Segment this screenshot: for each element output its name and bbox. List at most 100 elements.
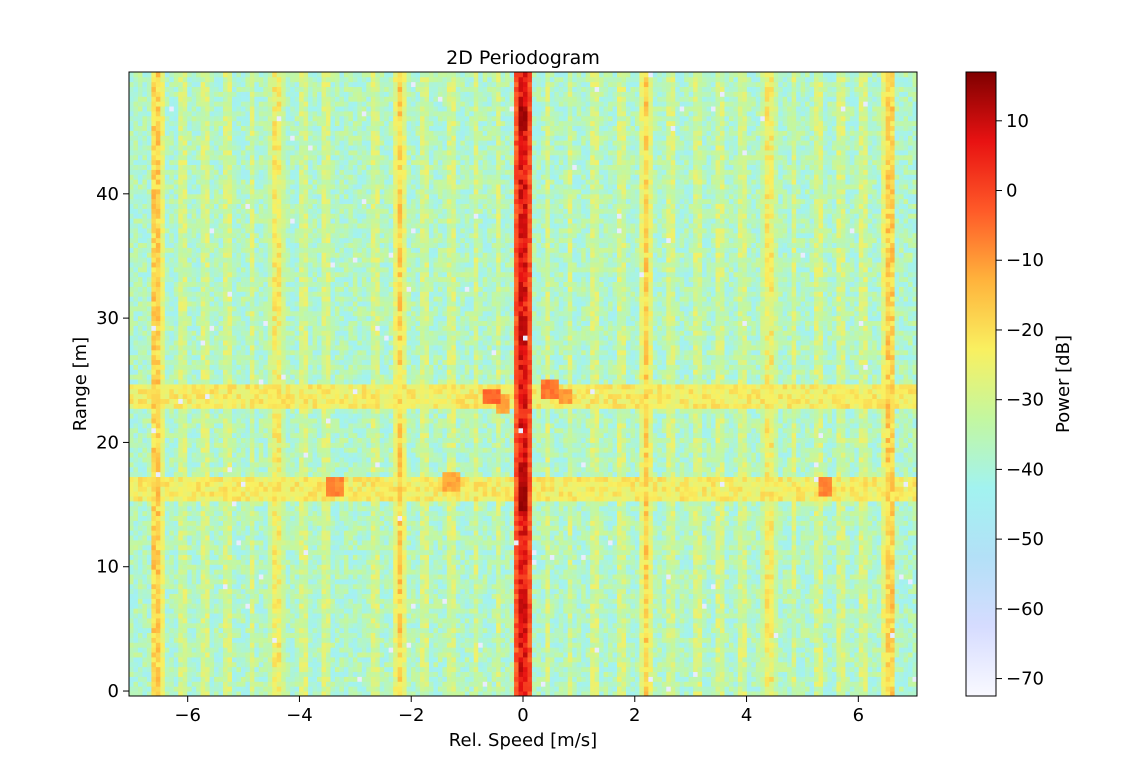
heatmap-cell: [675, 569, 681, 575]
heatmap-cell: [281, 691, 287, 697]
heatmap-cell: [496, 574, 502, 580]
heatmap-cell: [531, 666, 537, 673]
heatmap-cell: [572, 569, 578, 575]
heatmap-cell: [702, 574, 707, 580]
heatmap-cell: [437, 608, 443, 614]
heatmap-cell: [334, 588, 340, 595]
heatmap-cell: [666, 622, 672, 629]
heatmap-cell: [724, 671, 730, 677]
heatmap-cell: [572, 637, 578, 643]
heatmap-cell: [231, 632, 237, 638]
heatmap-cell: [585, 608, 591, 614]
heatmap-cell: [321, 603, 327, 609]
heatmap-cell: [276, 559, 282, 565]
heatmap-cell: [133, 666, 139, 673]
heatmap-cell: [370, 627, 376, 634]
heatmap-cell: [415, 671, 421, 677]
heatmap-cell: [446, 637, 452, 643]
heatmap-cell: [263, 598, 269, 604]
heatmap-cell: [787, 642, 793, 648]
heatmap-cell: [715, 564, 721, 570]
heatmap-cell: [621, 652, 627, 658]
heatmap-cell: [326, 569, 331, 575]
heatmap-cell: [612, 681, 618, 687]
heatmap-cell: [393, 691, 399, 697]
heatmap-cell: [294, 622, 300, 629]
heatmap-cell: [849, 574, 855, 580]
heatmap-cell: [370, 574, 376, 580]
heatmap-cell: [661, 661, 667, 668]
heatmap-cell: [428, 642, 434, 648]
heatmap-cell: [205, 666, 210, 673]
heatmap-cell: [769, 666, 775, 673]
heatmap-cell: [339, 637, 345, 643]
heatmap-cell: [460, 691, 466, 697]
heatmap-cell: [460, 647, 466, 653]
heatmap-cell: [809, 574, 815, 580]
heatmap-cell: [281, 569, 287, 575]
heatmap-cell: [151, 564, 157, 570]
heatmap-cell: [178, 681, 184, 687]
heatmap-cell: [433, 588, 439, 595]
heatmap-cell: [303, 603, 309, 609]
heatmap-cell: [290, 579, 296, 585]
heatmap-cell: [800, 647, 806, 653]
heatmap-cell: [702, 559, 707, 565]
heatmap-cell: [240, 661, 246, 668]
heatmap-cell: [437, 574, 443, 580]
heatmap-cell: [160, 593, 166, 599]
heatmap-cell: [590, 579, 596, 585]
heatmap-cell: [285, 588, 291, 595]
heatmap-cell: [720, 691, 725, 697]
heatmap-cell: [518, 681, 524, 687]
heatmap-cell: [612, 652, 618, 658]
heatmap-cell: [312, 627, 318, 634]
heatmap-cell: [831, 671, 837, 677]
heatmap-cell: [334, 613, 340, 619]
heatmap-cell: [160, 559, 166, 565]
heatmap-cell: [639, 681, 645, 687]
heatmap-cell: [567, 603, 573, 609]
heatmap-cell: [505, 642, 510, 648]
heatmap-cell: [151, 647, 157, 653]
heatmap-cell: [652, 603, 658, 609]
heatmap-cell: [706, 671, 712, 677]
heatmap-cell: [348, 608, 354, 614]
heatmap-cell: [697, 579, 703, 585]
heatmap-cell: [746, 583, 752, 590]
heatmap-cell: [272, 559, 278, 565]
heatmap-cell: [137, 569, 143, 575]
heatmap-cell: [308, 657, 313, 663]
heatmap-cell: [231, 652, 237, 658]
heatmap-cell: [805, 622, 810, 629]
heatmap-cell: [129, 657, 134, 663]
heatmap-cell: [469, 686, 475, 692]
heatmap-cell: [773, 583, 779, 590]
heatmap-cell: [258, 598, 264, 604]
heatmap-cell: [599, 588, 604, 595]
heatmap-cell: [724, 579, 730, 585]
heatmap-cell: [151, 613, 157, 619]
heatmap-cell: [460, 603, 466, 609]
heatmap-cell: [666, 652, 672, 658]
heatmap-cell: [258, 559, 264, 565]
heatmap-cell: [478, 652, 484, 658]
heatmap-cell: [603, 632, 609, 638]
heatmap-cell: [737, 618, 743, 624]
heatmap-cell: [706, 637, 712, 643]
heatmap-cell: [612, 564, 618, 570]
heatmap-cell: [352, 588, 358, 595]
heatmap-cell: [652, 608, 658, 614]
heatmap-cell: [639, 622, 645, 629]
heatmap-cell: [531, 613, 537, 619]
heatmap-cell: [903, 564, 909, 570]
heatmap-cell: [809, 564, 815, 570]
heatmap-cell: [299, 666, 305, 673]
heatmap-cell: [155, 627, 161, 634]
heatmap-cell: [317, 559, 322, 565]
heatmap-cell: [312, 676, 318, 682]
heatmap-cell: [809, 671, 815, 677]
heatmap-cell: [572, 559, 578, 565]
heatmap-cell: [800, 661, 806, 668]
heatmap-cell: [849, 642, 855, 648]
